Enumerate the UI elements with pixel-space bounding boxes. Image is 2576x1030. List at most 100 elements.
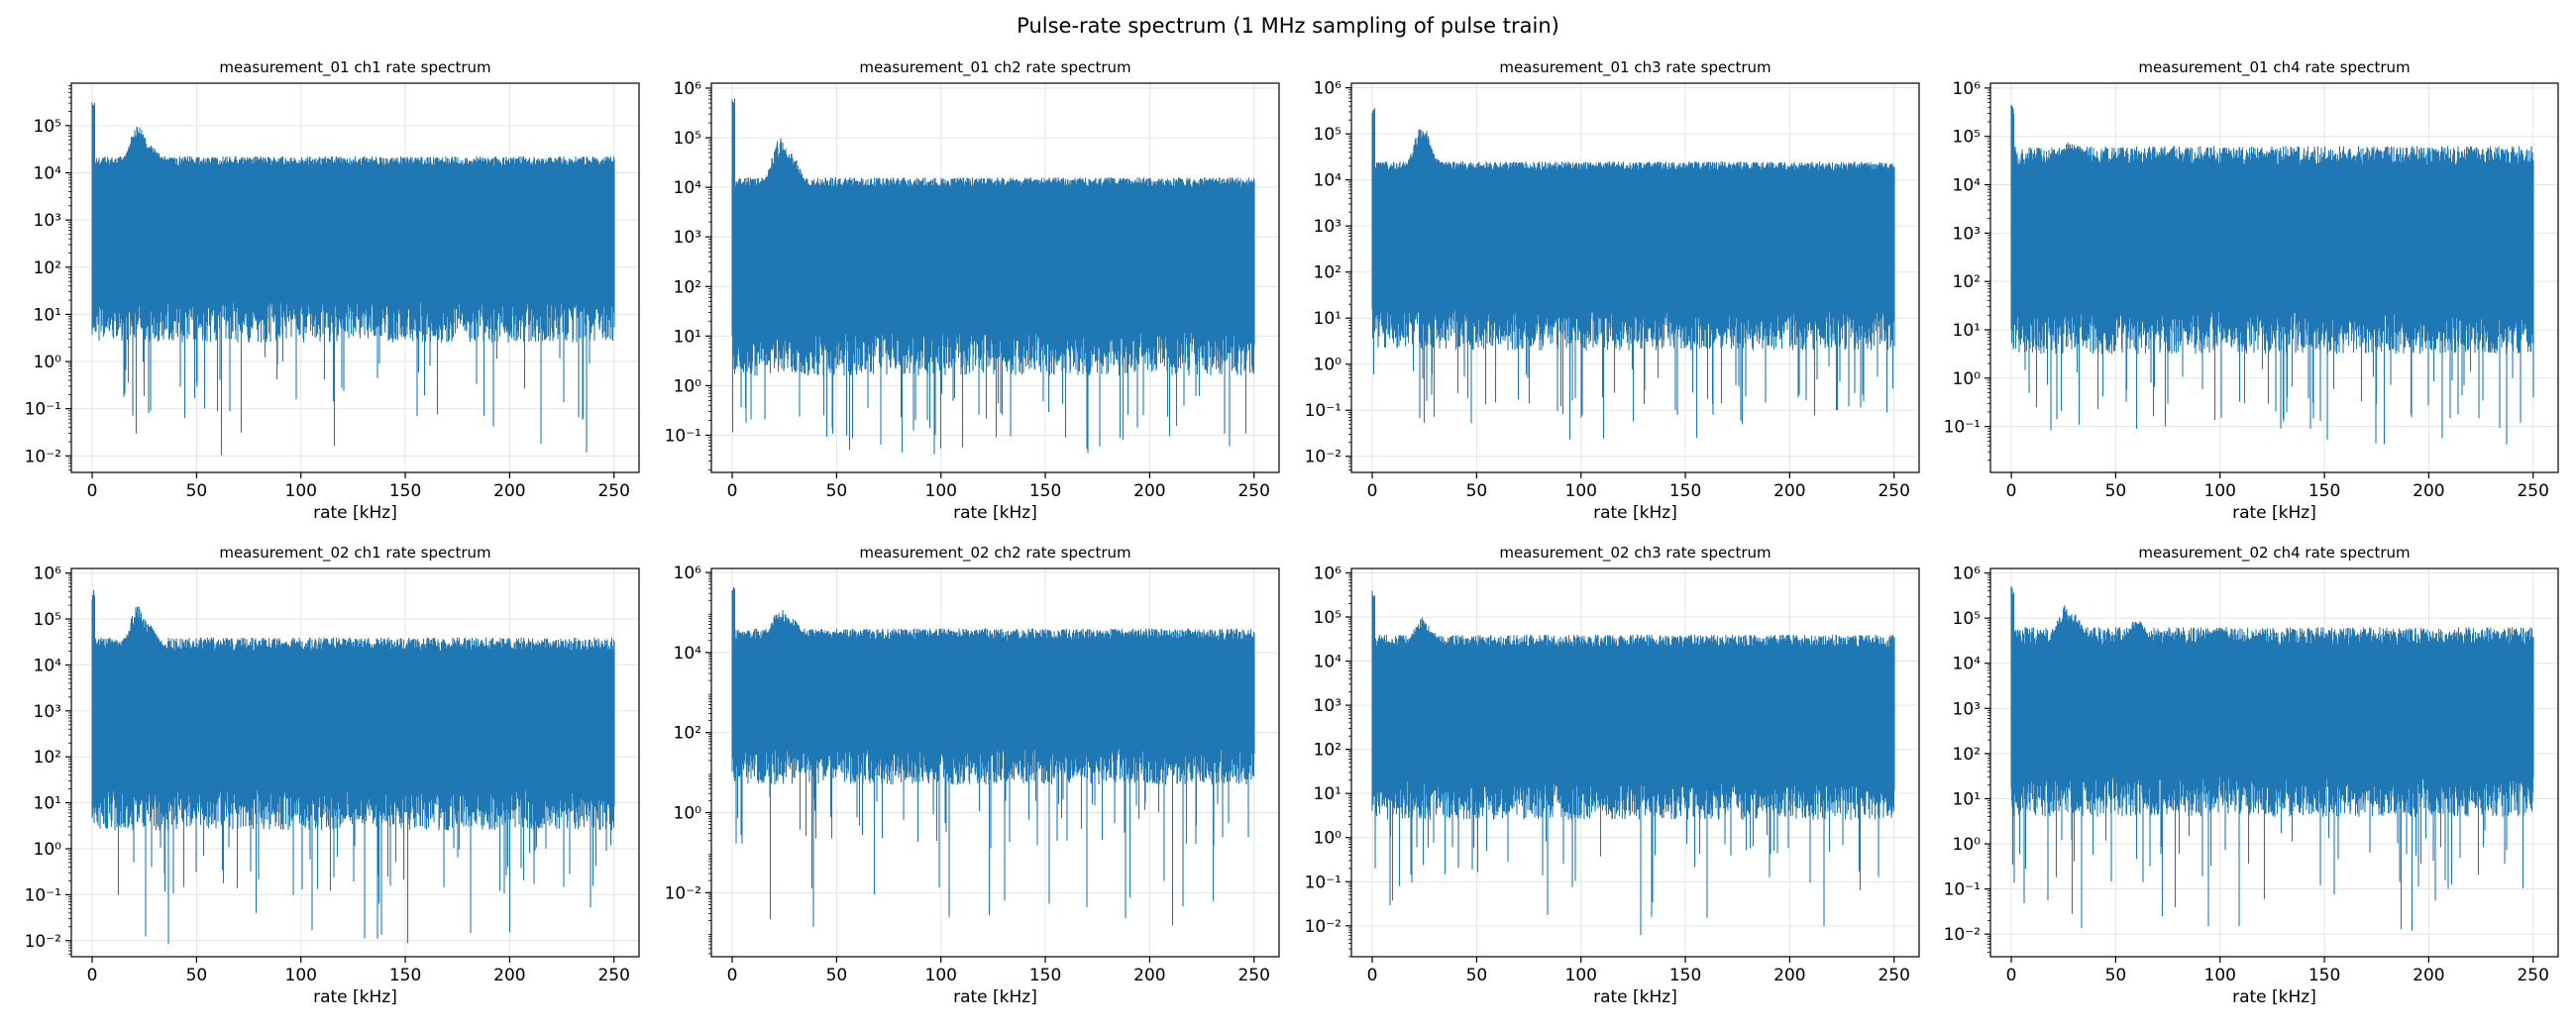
chart-panel-1: measurement_01 ch1 rate spectrum 0 50 100 15…	[25, 58, 640, 523]
x-tick-label: 50	[1466, 481, 1488, 501]
y-tick-label: 10⁶	[1953, 79, 1982, 99]
x-tick-label: 100	[1565, 966, 1597, 985]
y-tick-label: 10²	[1953, 745, 1981, 765]
y-tick-label: 10⁵	[34, 610, 61, 630]
x-tick-label: 250	[2517, 966, 2548, 985]
x-tick-label: 50	[186, 481, 208, 501]
x-tick-label: 250	[2517, 481, 2548, 501]
chart-panel-8: measurement_02 ch4 rate spectrum 0 50 100 15…	[1944, 544, 2559, 1007]
chart-panel-7: measurement_02 ch3 rate spectrum 0 50 100 15…	[1305, 544, 1920, 1007]
y-tick-label: 10²	[674, 724, 701, 744]
x-tick-label: 150	[2308, 481, 2340, 501]
panel-title: measurement_02 ch1 rate spectrum	[219, 544, 490, 563]
x-tick-label: 250	[597, 481, 629, 501]
x-axis-label: rate [kHz]	[2232, 503, 2316, 523]
y-tick-label: 10³	[1314, 217, 1342, 237]
axes-frame	[1989, 82, 2559, 473]
x-tick-label: 0	[1367, 966, 1378, 985]
x-tick-label: 0	[1367, 481, 1378, 501]
y-tick-label: 10⁰	[34, 353, 62, 372]
x-tick-label: 0	[727, 966, 738, 985]
panel-title: measurement_01 ch2 rate spectrum	[859, 58, 1130, 77]
y-tick-label: 10⁵	[1953, 609, 1981, 629]
y-tick-label: 10⁻²	[1305, 448, 1342, 467]
y-tick-label: 10⁶	[674, 564, 702, 583]
x-tick-label: 150	[389, 966, 421, 985]
y-tick-label: 10⁻¹	[1305, 873, 1342, 892]
axes-frame	[70, 567, 640, 958]
x-tick-label: 0	[87, 966, 98, 985]
x-tick-label: 150	[1669, 966, 1701, 985]
x-axis-label: rate [kHz]	[953, 503, 1037, 523]
x-axis-label: rate [kHz]	[2232, 987, 2316, 1007]
x-tick-label: 100	[285, 966, 317, 985]
x-tick-label: 0	[727, 481, 738, 501]
x-tick-label: 200	[1773, 481, 1805, 501]
y-tick-label: 10¹	[1953, 321, 1981, 341]
y-tick-label: 10⁻²	[1944, 925, 1981, 945]
y-tick-label: 10⁴	[34, 656, 62, 675]
series-line	[731, 586, 1255, 927]
y-tick-label: 10¹	[1314, 784, 1342, 804]
y-tick-label: 10⁻²	[665, 883, 701, 903]
panel-title: measurement_01 ch4 rate spectrum	[2138, 58, 2410, 77]
y-tick-label: 10²	[34, 258, 61, 278]
x-tick-label: 0	[2006, 481, 2017, 501]
y-tick-label: 10⁶	[1314, 79, 1342, 99]
y-tick-label: 10⁻²	[25, 447, 61, 466]
y-tick-label: 10²	[34, 748, 61, 768]
x-tick-label: 50	[1466, 966, 1488, 985]
y-tick-label: 10³	[674, 228, 701, 248]
y-tick-label: 10¹	[1953, 789, 1981, 809]
y-tick-label: 10³	[34, 702, 61, 722]
y-tick-label: 10⁰	[674, 376, 702, 396]
x-tick-label: 0	[2006, 966, 2017, 985]
y-tick-label: 10¹	[34, 305, 61, 325]
y-tick-label: 10⁻¹	[25, 885, 61, 905]
x-tick-label: 100	[285, 481, 317, 501]
series-line	[91, 590, 615, 944]
y-tick-label: 10³	[34, 211, 61, 231]
y-tick-label: 10³	[1953, 699, 1981, 719]
x-tick-label: 0	[87, 481, 98, 501]
y-tick-label: 10⁵	[1314, 125, 1342, 145]
y-tick-label: 10³	[1953, 224, 1981, 244]
axes-frame	[710, 82, 1280, 473]
y-tick-label: 10⁻¹	[1944, 880, 1981, 900]
panel-title: measurement_02 ch3 rate spectrum	[1499, 544, 1771, 563]
x-tick-label: 250	[1237, 481, 1269, 501]
figure-title: Pulse-rate spectrum (1 MHz sampling of p…	[1017, 14, 1559, 38]
x-tick-label: 250	[1878, 481, 1909, 501]
axes-frame	[1350, 82, 1920, 473]
x-tick-label: 200	[1773, 966, 1805, 985]
y-tick-label: 10⁵	[1314, 608, 1342, 628]
y-tick-label: 10⁴	[674, 178, 702, 198]
y-tick-label: 10¹	[674, 327, 701, 347]
chart-panel-2: measurement_01 ch2 rate spectrum 0 50 100 15…	[665, 58, 1280, 523]
series-line	[1371, 108, 1895, 440]
series-line	[91, 102, 615, 456]
y-tick-label: 10²	[1314, 741, 1342, 761]
series-line	[731, 98, 1255, 455]
y-tick-label: 10⁶	[34, 565, 62, 584]
x-tick-label: 200	[2413, 966, 2444, 985]
x-tick-label: 250	[1237, 966, 1269, 985]
y-tick-label: 10⁻¹	[665, 426, 701, 446]
series-line	[2010, 586, 2534, 931]
x-tick-label: 100	[2204, 481, 2236, 501]
y-tick-label: 10⁵	[1953, 128, 1981, 148]
y-tick-label: 10⁰	[1314, 829, 1342, 849]
x-tick-label: 50	[826, 481, 848, 501]
panel-title: measurement_01 ch3 rate spectrum	[1499, 58, 1771, 77]
y-tick-label: 10⁻¹	[1305, 401, 1342, 421]
y-tick-label: 10⁴	[1314, 653, 1342, 672]
x-tick-label: 150	[1029, 966, 1061, 985]
y-tick-label: 10⁶	[674, 79, 702, 99]
y-tick-label: 10⁰	[674, 804, 702, 824]
y-tick-label: 10⁰	[1953, 835, 1982, 855]
y-tick-label: 10²	[1314, 263, 1342, 283]
x-tick-label: 200	[1133, 966, 1165, 985]
x-tick-label: 50	[2105, 481, 2127, 501]
y-tick-label: 10⁴	[1953, 176, 1982, 196]
